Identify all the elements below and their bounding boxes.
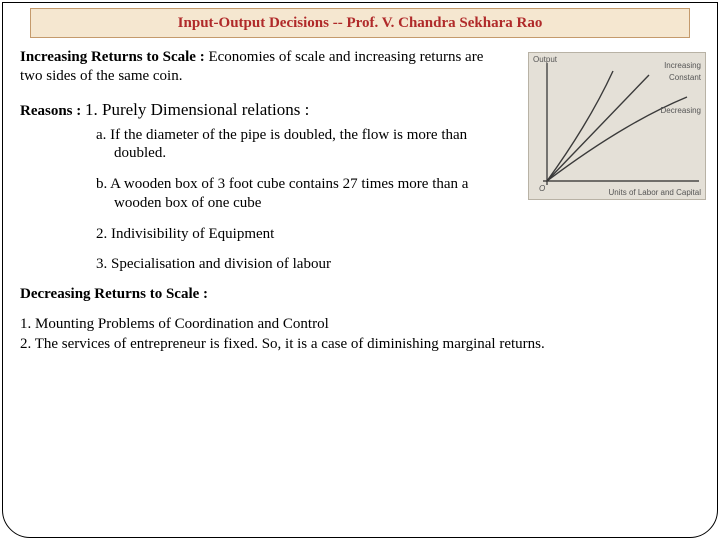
- reason-1a: a. If the diameter of the pipe is double…: [96, 126, 496, 164]
- slide-content: Increasing Returns to Scale : Economies …: [20, 48, 700, 520]
- decreasing-item-2: 2. The services of entrepreneur is fixed…: [20, 335, 580, 355]
- reasons-indent-block: a. If the diameter of the pipe is double…: [96, 126, 496, 275]
- increasing-label: Increasing Returns to Scale :: [20, 49, 205, 65]
- title-text: Input-Output Decisions -- Prof. V. Chand…: [178, 15, 543, 32]
- reasons-heading: Reasons : 1. Purely Dimensional relation…: [20, 100, 700, 120]
- increasing-returns-paragraph: Increasing Returns to Scale : Economies …: [20, 48, 500, 86]
- reason-3: 3. Specialisation and division of labour: [96, 255, 496, 274]
- reason-1: 1. Purely Dimensional relations :: [85, 100, 309, 119]
- decreasing-item-1: 1. Mounting Problems of Coordination and…: [20, 315, 580, 335]
- decreasing-list: 1. Mounting Problems of Coordination and…: [20, 315, 580, 354]
- reason-2: 2. Indivisibility of Equipment: [96, 225, 496, 244]
- title-bar: Input-Output Decisions -- Prof. V. Chand…: [30, 8, 690, 38]
- decreasing-label: Decreasing Returns to Scale :: [20, 286, 700, 303]
- reason-1b: b. A wooden box of 3 foot cube contains …: [96, 175, 496, 213]
- reasons-label: Reasons :: [20, 103, 81, 119]
